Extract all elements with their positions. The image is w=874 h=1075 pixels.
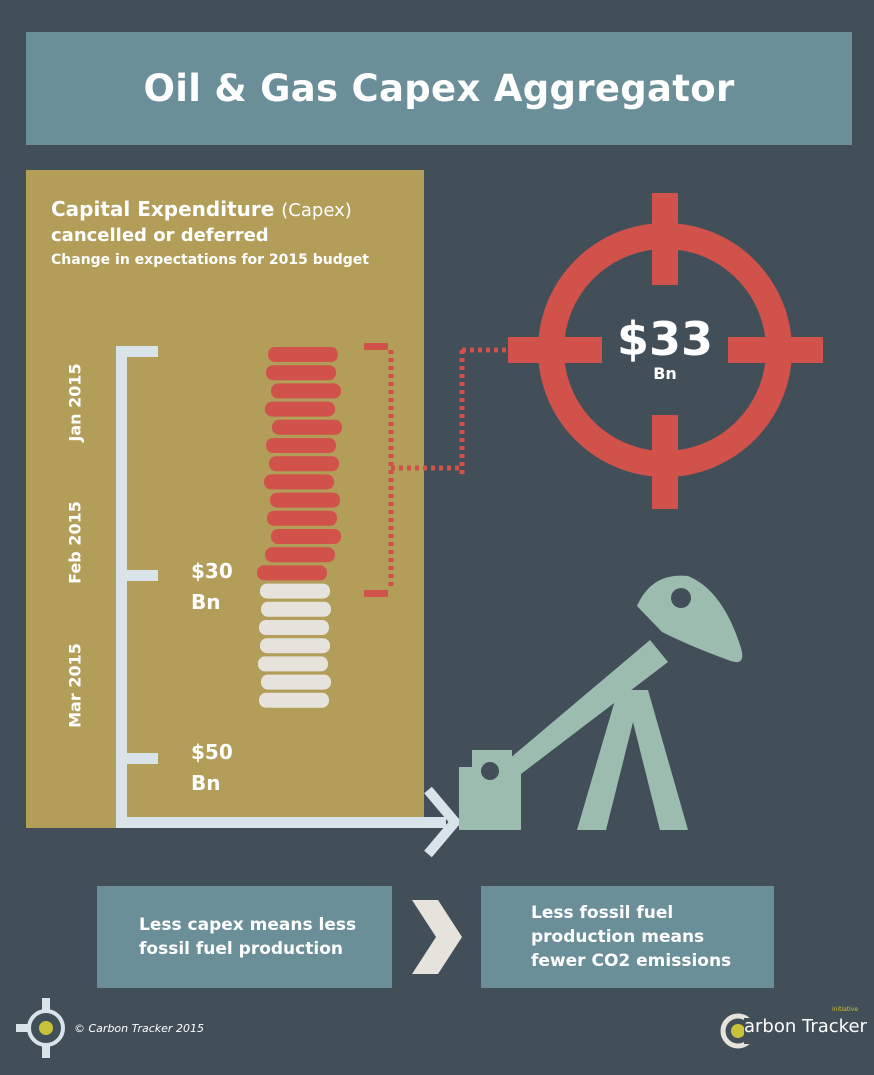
logo-icon [16, 998, 65, 1058]
deferred-bracket [364, 343, 512, 597]
coin [265, 547, 335, 563]
coin [266, 438, 336, 453]
copyright: © Carbon Tracker 2015 [74, 1022, 204, 1035]
coin [268, 347, 338, 362]
capex-panel [26, 170, 424, 828]
coin [257, 565, 327, 581]
timeline-axis [116, 346, 446, 828]
coin [270, 492, 340, 508]
coin [271, 383, 341, 399]
coin-stack-icon [257, 347, 342, 708]
pumpjack-icon [459, 575, 743, 830]
coin [267, 510, 337, 526]
coin [265, 401, 335, 417]
coin [259, 692, 329, 708]
page-title: Oil & Gas Capex Aggregator [143, 67, 735, 110]
amount-unit: Bn [191, 771, 221, 795]
brand-tag: initiative [832, 1006, 859, 1013]
coin [260, 583, 330, 599]
amount-unit: Bn [191, 590, 221, 614]
amount-value: $50 [191, 740, 233, 764]
flow-box-capex-text: Less capex means less fossil fuel produc… [139, 915, 357, 959]
month-label-jan: Jan 2015 [65, 363, 85, 442]
coin [269, 456, 339, 472]
amount-label-50: $50 Bn [191, 737, 233, 799]
coin [259, 620, 329, 635]
heading-paren: (Capex) [281, 200, 352, 221]
coin [261, 674, 331, 690]
brand-name: arbon Tracker [744, 1016, 867, 1037]
heading-main: Capital Expenditure [51, 197, 275, 221]
coin [266, 365, 336, 381]
flow-box-emissions: Less fossil fuel production means fewer … [481, 886, 774, 988]
pumpjack-pivot [671, 588, 691, 608]
target-value: $33 [616, 312, 714, 366]
panel-heading: Capital Expenditure (Capex) cancelled or… [51, 196, 369, 272]
flow-box-capex: Less capex means less fossil fuel produc… [97, 886, 392, 988]
flow-box-emissions-text: Less fossil fuel production means fewer … [531, 903, 732, 971]
coin [258, 656, 328, 672]
month-label-mar: Mar 2015 [65, 643, 85, 728]
target-unit: Bn [653, 364, 677, 383]
brand-logo-icon [720, 1013, 756, 1049]
coin [271, 529, 341, 544]
amount-label-30: $30 Bn [191, 556, 233, 618]
pumpjack-wheel-hub [481, 762, 499, 780]
heading-line3: Change in expectations for 2015 budget [51, 252, 369, 268]
month-label-feb: Feb 2015 [65, 501, 85, 584]
coin [272, 419, 342, 435]
title-banner: Oil & Gas Capex Aggregator [26, 32, 852, 145]
coin [260, 638, 330, 654]
crosshair-icon [508, 193, 823, 509]
axis-arrow-icon [424, 786, 462, 858]
chevron-right-icon [412, 900, 462, 974]
coin [264, 474, 334, 490]
heading-line2: cancelled or deferred [51, 225, 269, 246]
amount-value: $30 [191, 559, 233, 583]
coin [261, 601, 331, 617]
